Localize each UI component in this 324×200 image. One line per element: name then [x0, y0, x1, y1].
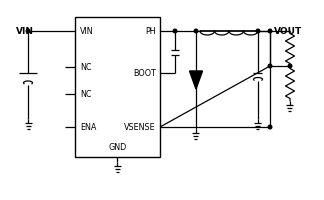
Text: GND: GND	[108, 143, 127, 152]
Bar	[75, 18, 160, 157]
Circle shape	[268, 65, 272, 68]
Circle shape	[173, 30, 177, 34]
Text: VSENSE: VSENSE	[124, 123, 156, 132]
Text: VIN: VIN	[16, 26, 34, 35]
Text: NC: NC	[80, 63, 91, 72]
Text: ENA: ENA	[80, 123, 96, 132]
Polygon shape	[190, 72, 202, 90]
Text: VIN: VIN	[80, 27, 94, 36]
Text: PH: PH	[145, 27, 156, 36]
Circle shape	[256, 30, 260, 34]
Circle shape	[194, 30, 198, 34]
Text: NC: NC	[80, 90, 91, 99]
Circle shape	[288, 65, 292, 68]
Circle shape	[268, 30, 272, 34]
Text: BOOT: BOOT	[133, 69, 156, 78]
Text: VOUT: VOUT	[274, 27, 302, 36]
Circle shape	[268, 126, 272, 129]
Circle shape	[26, 30, 30, 34]
